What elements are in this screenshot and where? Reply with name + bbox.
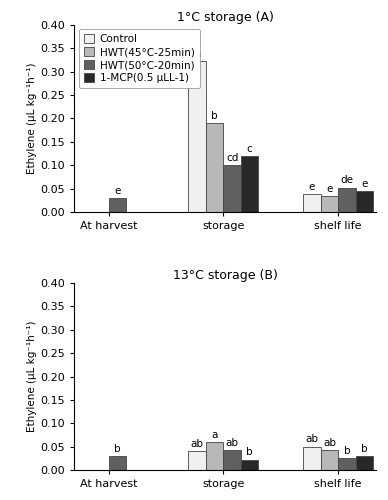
Bar bbox=[241, 460, 258, 470]
Text: a: a bbox=[194, 49, 200, 59]
Title: 1°C storage (A): 1°C storage (A) bbox=[177, 11, 274, 24]
Y-axis label: Ethylene (μL kg⁻¹h⁻¹): Ethylene (μL kg⁻¹h⁻¹) bbox=[27, 321, 37, 432]
Text: b: b bbox=[114, 444, 121, 454]
Text: b: b bbox=[246, 448, 253, 458]
Bar bbox=[355, 456, 373, 470]
Text: e: e bbox=[361, 178, 367, 188]
Bar bbox=[303, 446, 320, 470]
Bar bbox=[206, 123, 223, 212]
Text: ab: ab bbox=[226, 438, 239, 448]
Title: 13°C storage (B): 13°C storage (B) bbox=[173, 269, 277, 282]
Bar bbox=[109, 198, 126, 212]
Bar bbox=[303, 194, 320, 212]
Bar bbox=[320, 196, 338, 212]
Text: b: b bbox=[361, 444, 368, 454]
Text: a: a bbox=[211, 430, 218, 440]
Text: cd: cd bbox=[226, 153, 238, 163]
Bar bbox=[355, 191, 373, 212]
Bar bbox=[320, 450, 338, 470]
Legend: Control, HWT(45°C-25min), HWT(50°C-20min), 1-MCP(0.5 μLL-1): Control, HWT(45°C-25min), HWT(50°C-20min… bbox=[79, 29, 200, 88]
Bar bbox=[189, 62, 206, 212]
Bar bbox=[223, 450, 241, 470]
Text: de: de bbox=[340, 176, 353, 186]
Text: ab: ab bbox=[323, 438, 336, 448]
Y-axis label: Ethylene (μL kg⁻¹h⁻¹): Ethylene (μL kg⁻¹h⁻¹) bbox=[27, 62, 37, 174]
Text: b: b bbox=[343, 446, 350, 456]
Bar bbox=[241, 156, 258, 212]
Bar bbox=[338, 188, 355, 212]
Text: c: c bbox=[247, 144, 253, 154]
Text: e: e bbox=[326, 184, 333, 194]
Bar bbox=[223, 165, 241, 212]
Text: ab: ab bbox=[191, 439, 204, 449]
Text: b: b bbox=[211, 111, 218, 121]
Text: e: e bbox=[114, 186, 121, 196]
Bar bbox=[206, 442, 223, 470]
Bar bbox=[338, 458, 355, 470]
Text: ab: ab bbox=[305, 434, 319, 444]
Text: e: e bbox=[309, 182, 315, 192]
Bar bbox=[109, 456, 126, 470]
Bar bbox=[189, 452, 206, 470]
